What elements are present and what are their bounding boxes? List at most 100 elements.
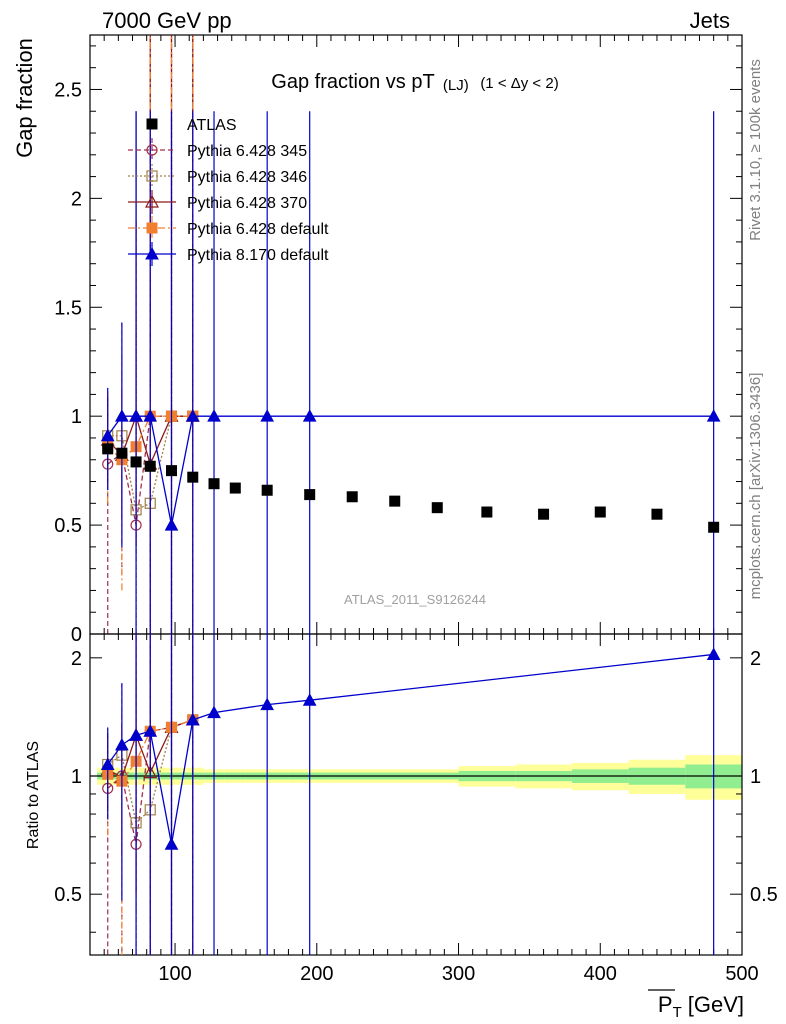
data-point (164, 518, 179, 531)
data-point (651, 508, 663, 520)
x-axis-label-unit: [GeV] (688, 992, 744, 1017)
legend-marker (146, 170, 158, 182)
legend-item-p370: Pythia 6.428 370 (128, 190, 307, 214)
y-tick-label: 1 (71, 406, 82, 428)
ratio-data-point (100, 757, 115, 770)
mcplots-text: mcplots.cern.ch [arXiv:1306.3436] (747, 373, 764, 600)
ratio-series-line (107, 719, 193, 783)
main-title-text: Gap fraction vs pT (271, 71, 434, 93)
ratio-data-layer (100, 634, 721, 955)
data-point (185, 409, 200, 422)
data-point (116, 447, 128, 459)
header-right: Jets (690, 8, 730, 33)
ratio-data-point (129, 728, 143, 741)
series-p8def (100, 111, 721, 634)
series-line (107, 415, 193, 511)
legend-marker (146, 118, 158, 130)
data-point (229, 482, 241, 494)
legend-label: Pythia 6.428 345 (187, 143, 307, 160)
data-point (302, 409, 317, 422)
x-axis-label-main: P (658, 992, 673, 1017)
x-tick-label: 200 (300, 963, 333, 985)
y-tick-label: 2.5 (54, 79, 82, 101)
legend-marker (144, 194, 160, 208)
x-tick-label: 300 (442, 963, 475, 985)
ratio-frame (89, 633, 743, 956)
data-point (706, 409, 721, 422)
data-point (187, 471, 199, 483)
y-tick-label: 0.5 (54, 515, 82, 537)
main-title-sub: (LJ) (443, 77, 469, 94)
ratio-data-point (143, 724, 158, 737)
legend-item-p8def: Pythia 8.170 default (128, 242, 329, 266)
ratio-ylabel: Ratio to ATLAS (25, 741, 42, 849)
data-point (304, 489, 316, 501)
main-title: Gap fraction vs pT (LJ) (1 < Δy < 2) (271, 71, 558, 95)
data-point (594, 506, 606, 518)
legend-label: Pythia 8.170 default (187, 247, 329, 264)
data-point (260, 409, 275, 422)
ratio-panel: 100 200 300 400 500 0.5 0.5 1 1 2 2 (54, 633, 778, 985)
legend-label: Pythia 6.428 370 (187, 195, 307, 212)
data-point (166, 465, 177, 477)
data-point (143, 409, 158, 422)
data-point (144, 460, 156, 472)
ratio-data-point (706, 647, 721, 660)
ratio-y-tick-label-right: 0.5 (750, 884, 778, 906)
ratio-y-tick-label-right: 1 (750, 766, 761, 788)
ratio-y-tick-label-left: 1 (71, 766, 82, 788)
ratio-y-tick-label-left: 2 (71, 648, 82, 670)
ratio-data-point (164, 837, 179, 850)
main-data-layer (100, 35, 721, 634)
ratio-series-p8def (100, 634, 721, 955)
y-tick-label: 2 (71, 188, 82, 210)
legend-item-p345: Pythia 6.428 345 (128, 138, 307, 162)
rivet-version-text: Rivet 3.1.10, ≥ 100k events (747, 59, 764, 241)
legend-label: ATLAS (187, 117, 237, 134)
ratio-series-line (107, 653, 714, 845)
data-point (115, 409, 129, 422)
ratio-data-point (115, 737, 129, 751)
legend-item-p6def: Pythia 6.428 default (128, 216, 329, 240)
legend-marker (146, 144, 158, 156)
data-point (208, 478, 220, 490)
x-tick-label: 500 (725, 963, 758, 985)
data-point (129, 409, 143, 422)
x-tick-label: 100 (158, 963, 191, 985)
legend-item-p346: Pythia 6.428 346 (128, 164, 307, 188)
main-panel: 0 0.5 1 1.5 2 2.5 (54, 34, 743, 955)
x-axis-label-sub: T (673, 1004, 682, 1021)
legend: ATLAS Pythia 6.428 345 Pythia 6.428 346 Pyt… (128, 117, 329, 266)
legend-item-atlas: ATLAS (146, 117, 237, 134)
ratio-data-point (207, 705, 221, 719)
data-point (100, 428, 115, 442)
data-point (207, 409, 221, 422)
ratio-y-tick-label-left: 0.5 (54, 884, 82, 906)
header-left: 7000 GeV pp (102, 8, 232, 33)
data-point (708, 521, 720, 533)
data-point (389, 495, 401, 507)
x-tick-label: 400 (584, 963, 617, 985)
y-tick-label: 0 (71, 624, 82, 646)
data-point (346, 491, 358, 503)
y-tick-label: 1.5 (54, 297, 82, 319)
data-point (481, 506, 493, 518)
series-line (107, 415, 714, 526)
ratio-reference-band (97, 755, 742, 800)
data-point (431, 502, 443, 514)
legend-label: Pythia 6.428 default (187, 221, 329, 238)
analysis-watermark: ATLAS_2011_S9126244 (344, 592, 486, 607)
data-point (130, 456, 142, 468)
main-title-range: (1 < Δy < 2) (480, 75, 558, 92)
ratio-data-point (302, 693, 317, 706)
x-axis-label: PT [GeV] (658, 992, 744, 1021)
legend-label: Pythia 6.428 346 (187, 169, 307, 186)
series-atlas (102, 443, 720, 533)
ratio-data-point (260, 697, 275, 711)
legend-marker (145, 246, 159, 260)
data-point (102, 443, 114, 455)
ratio-data-point (185, 712, 200, 726)
data-point (538, 508, 550, 520)
data-point (261, 484, 273, 496)
